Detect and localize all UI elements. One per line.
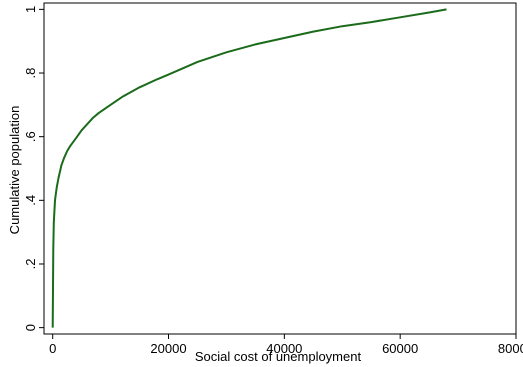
x-tick-label: 20000: [150, 341, 186, 356]
x-tick-label: 40000: [266, 341, 302, 356]
x-axis: 0 20000 40000 60000 80000: [49, 334, 523, 356]
x-tick-label: 80000: [498, 341, 523, 356]
y-tick-label: 1: [23, 6, 38, 13]
x-tick-label: 60000: [382, 341, 418, 356]
series-layer: [51, 8, 447, 328]
x-axis-title: Social cost of unemployment: [195, 349, 362, 364]
y-tick-label: .8: [23, 68, 38, 79]
y-axis: 0 .2 .4 .6 .8 1: [23, 6, 44, 331]
plot-frame: [43, 2, 517, 335]
series-line: [51, 8, 447, 328]
x-tick-label: 0: [49, 341, 56, 356]
y-tick-label: .2: [23, 259, 38, 270]
y-tick-label: 0: [23, 324, 38, 331]
y-tick-label: .4: [23, 195, 38, 206]
y-tick-label: .6: [23, 131, 38, 142]
y-axis-title: Cumulative population: [7, 106, 22, 235]
